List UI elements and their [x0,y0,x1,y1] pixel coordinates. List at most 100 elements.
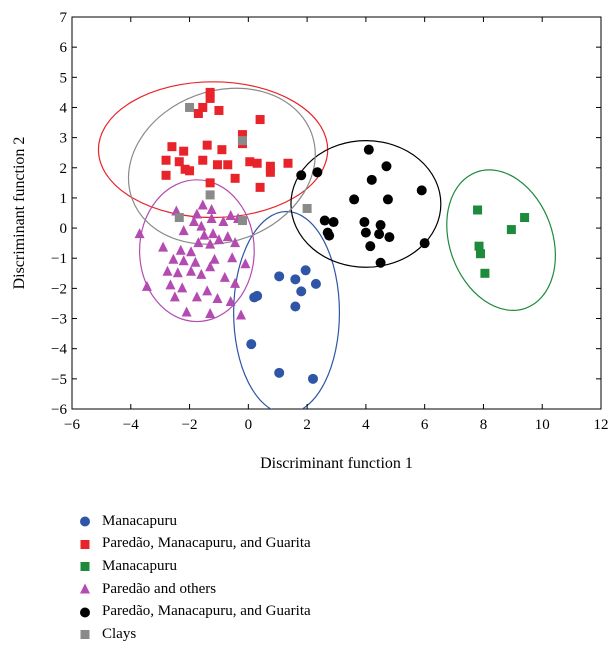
data-point [202,140,212,150]
data-point [382,194,393,205]
data-point [185,166,195,176]
legend-item: Paredão, Manacapuru, and Guarita [78,533,311,556]
points-layer [134,87,530,384]
data-point [265,161,275,171]
square-marker-icon [80,539,90,549]
y-tick-label: 2 [60,161,68,177]
x-tick-label: 2 [303,417,311,433]
data-point [419,238,430,249]
data-point [366,174,377,185]
data-point [174,213,184,223]
circle-marker-icon [80,607,90,618]
data-point [191,208,202,219]
y-tick-label: −2 [51,281,67,297]
data-point [307,373,318,384]
data-point [185,102,195,112]
data-point [227,252,238,263]
x-tick-label: 6 [421,417,429,433]
confidence-ellipse-1 [233,210,341,409]
data-point [206,213,217,224]
data-point [212,160,222,170]
data-point [165,279,176,290]
triangle-marker-icon [80,583,90,594]
data-point [312,167,323,178]
data-point [206,203,217,214]
x-axis-label: Discriminant function 1 [260,455,413,472]
data-point [186,246,197,257]
data-point [237,216,247,226]
y-tick-label: −5 [51,372,67,388]
y-tick-label: −1 [51,251,67,267]
data-point [290,301,301,312]
data-point [161,170,171,180]
confidence-ellipse-4 [138,179,255,323]
data-point [359,217,370,228]
data-point [302,203,312,213]
data-point [230,173,240,183]
data-point [223,160,233,170]
square-marker-icon [80,630,90,640]
legend-item: Manacapuru [78,510,311,533]
x-tick-label: 10 [535,417,550,433]
data-point [252,290,263,301]
x-tick-label: −6 [64,417,80,433]
y-tick-label: 7 [60,10,68,26]
confidence-ellipse-3 [446,169,556,311]
data-point [230,237,241,248]
legend-label: Manacapuru [102,512,177,529]
data-point [375,220,386,231]
data-point [191,291,202,302]
data-point [172,267,183,278]
data-point [193,108,203,118]
data-point [300,265,311,276]
data-point [161,155,171,165]
data-point [225,210,236,221]
confidence-ellipse-5 [290,140,442,268]
data-point [205,87,215,97]
data-point [480,268,490,278]
data-point [328,217,339,228]
data-point [217,145,227,155]
data-point [209,253,220,264]
legend-label: Paredão, Manacapuru, and Guarita [102,535,311,552]
x-tick-label: 12 [594,417,609,433]
x-tick-label: 4 [362,417,370,433]
data-point [222,231,233,242]
data-point [274,367,285,378]
data-point [225,295,236,306]
data-point [240,258,251,269]
y-tick-label: −4 [51,342,67,358]
data-point [205,238,216,249]
plot-frame [71,16,602,410]
legend: Manacapuru Paredão, Manacapuru, and Guari… [78,510,311,646]
data-point [202,285,213,296]
data-point [193,237,204,248]
data-point [219,271,230,282]
data-point [296,170,307,181]
data-point [205,261,216,272]
legend-item: Paredão and others [78,578,311,601]
data-point [506,225,516,235]
x-tick-label: 8 [480,417,488,433]
data-point [205,178,215,188]
data-point [218,216,229,227]
data-point [177,282,188,293]
data-point [473,205,483,215]
series-5 [296,144,430,268]
data-point [246,339,257,350]
x-tick-label: 0 [245,417,253,433]
x-tick-label: −4 [123,417,139,433]
data-point [474,241,484,251]
data-point [175,244,186,255]
data-point [255,115,265,125]
y-tick-label: −6 [51,402,67,418]
data-point [158,241,169,252]
y-tick-label: 1 [60,191,68,207]
series-2 [161,87,293,192]
data-point [188,216,199,227]
data-point [197,199,208,210]
legend-item: Paredão, Manacapuru, and Guarita [78,600,311,623]
legend-label: Clays [102,625,137,642]
data-point [179,146,189,156]
